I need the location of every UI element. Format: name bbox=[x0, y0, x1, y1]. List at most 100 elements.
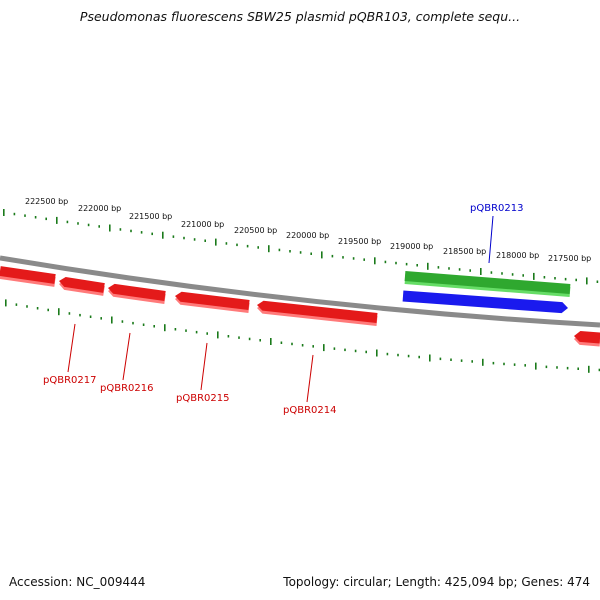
gene-arrow-pqbr0217[interactable] bbox=[59, 277, 105, 296]
major-tick bbox=[268, 245, 270, 253]
minor-tick bbox=[98, 225, 100, 228]
minor-tick bbox=[471, 360, 473, 363]
minor-tick bbox=[575, 278, 577, 282]
minor-tick bbox=[87, 223, 90, 227]
minor-tick bbox=[13, 212, 16, 216]
minor-tick bbox=[15, 303, 18, 306]
minor-tick bbox=[407, 354, 410, 358]
scale-label: 221000 bp bbox=[181, 220, 224, 229]
gene-label-pqbr0217[interactable]: pQBR0217 bbox=[43, 375, 96, 386]
scale-label: 218500 bp bbox=[443, 247, 486, 256]
minor-tick bbox=[354, 349, 357, 353]
gene-arrow-pqbr0213-green-body bbox=[404, 271, 571, 294]
minor-tick bbox=[45, 217, 47, 221]
gene-label-pqbr0213[interactable]: pQBR0213 bbox=[470, 203, 523, 214]
scale-label: 222500 bp bbox=[25, 197, 68, 206]
minor-tick bbox=[119, 228, 122, 231]
minor-tick bbox=[458, 268, 461, 271]
minor-tick bbox=[142, 323, 145, 326]
minor-tick bbox=[513, 363, 516, 366]
minor-tick bbox=[47, 308, 49, 312]
minor-tick bbox=[204, 239, 206, 242]
gene-arrow-pqbr0216-body bbox=[108, 283, 166, 301]
major-tick bbox=[3, 209, 5, 216]
minor-tick bbox=[68, 312, 71, 315]
gene-arrow-partial-left[interactable] bbox=[0, 266, 56, 287]
gene-arrow-pqbr0216[interactable] bbox=[108, 283, 166, 304]
scale-label: 218000 bp bbox=[496, 251, 539, 260]
gene-label-leader bbox=[488, 215, 494, 264]
minor-tick bbox=[365, 350, 367, 354]
minor-tick bbox=[257, 246, 259, 249]
minor-tick bbox=[577, 367, 579, 370]
major-tick bbox=[535, 362, 537, 370]
minor-tick bbox=[450, 358, 452, 361]
minor-tick bbox=[77, 222, 79, 225]
topology-summary: Topology: circular; Length: 425,094 bp; … bbox=[283, 575, 590, 589]
outer-tick-track bbox=[3, 209, 599, 285]
scale-label: 220500 bp bbox=[234, 226, 277, 235]
minor-tick bbox=[545, 365, 548, 369]
major-tick bbox=[323, 344, 325, 352]
major-tick bbox=[427, 262, 429, 270]
scale-label: 217500 bp bbox=[548, 254, 591, 263]
minor-tick bbox=[79, 313, 81, 317]
gene-label-leader bbox=[122, 332, 131, 381]
minor-tick bbox=[312, 345, 314, 348]
gene-label-pqbr0214[interactable]: pQBR0214 bbox=[283, 405, 336, 416]
major-tick bbox=[111, 316, 113, 324]
minor-tick bbox=[140, 231, 143, 234]
minor-tick bbox=[183, 236, 185, 240]
minor-tick bbox=[439, 357, 442, 361]
minor-tick bbox=[289, 250, 291, 253]
minor-tick bbox=[310, 252, 312, 255]
gene-arrow-pqbr0213-blue[interactable] bbox=[402, 290, 568, 314]
minor-tick bbox=[566, 366, 569, 370]
major-tick bbox=[270, 338, 272, 345]
minor-tick bbox=[185, 329, 187, 332]
major-tick bbox=[56, 216, 58, 224]
minor-tick bbox=[236, 243, 238, 247]
minor-tick bbox=[26, 305, 28, 308]
minor-tick bbox=[206, 332, 208, 335]
major-tick bbox=[533, 272, 535, 280]
gene-arrow-pqbr0213-green[interactable] bbox=[404, 271, 571, 297]
gene-arrow-pqbr0214[interactable] bbox=[257, 300, 378, 326]
gene-labels: pQBR0217 pQBR0216 pQBR0215 pQBR0214 pQBR0213 bbox=[43, 203, 523, 416]
scale-label: 220000 bp bbox=[286, 231, 329, 240]
gene-arrow-partial-right-body bbox=[574, 331, 600, 344]
minor-tick bbox=[36, 307, 39, 310]
sequence-backbone bbox=[0, 255, 600, 328]
minor-tick bbox=[352, 257, 355, 260]
minor-tick bbox=[225, 242, 228, 245]
gene-label-leader bbox=[200, 342, 208, 391]
minor-tick bbox=[418, 355, 420, 359]
minor-tick bbox=[490, 271, 493, 274]
minor-tick bbox=[344, 348, 346, 352]
major-tick bbox=[376, 349, 378, 357]
minor-tick bbox=[66, 220, 69, 224]
gene-arrow-pqbr0215[interactable] bbox=[175, 291, 250, 313]
gene-arrow-pqbr0213-blue-body bbox=[402, 290, 568, 314]
minor-tick bbox=[331, 254, 334, 258]
inner-tick-track bbox=[5, 299, 600, 373]
minor-tick bbox=[153, 325, 155, 328]
gene-label-pqbr0215[interactable]: pQBR0215 bbox=[176, 393, 229, 404]
minor-tick bbox=[598, 368, 600, 372]
minor-tick bbox=[291, 342, 293, 346]
minor-tick bbox=[259, 339, 261, 342]
scale-label: 222000 bp bbox=[78, 204, 121, 213]
minor-tick bbox=[342, 256, 344, 259]
major-tick bbox=[109, 224, 111, 232]
minor-tick bbox=[100, 317, 102, 320]
major-tick bbox=[5, 299, 7, 307]
minor-tick bbox=[384, 260, 387, 264]
gene-label-pqbr0216[interactable]: pQBR0216 bbox=[100, 383, 153, 394]
gene-arrow-partial-right[interactable] bbox=[574, 331, 600, 347]
minor-tick bbox=[89, 315, 92, 318]
scale-labels: 222500 bp 222000 bp 221500 bp 221000 bp 2205… bbox=[25, 197, 591, 263]
major-tick bbox=[586, 277, 588, 285]
minor-tick bbox=[397, 353, 399, 357]
minor-tick bbox=[460, 359, 463, 362]
minor-tick bbox=[172, 235, 175, 238]
